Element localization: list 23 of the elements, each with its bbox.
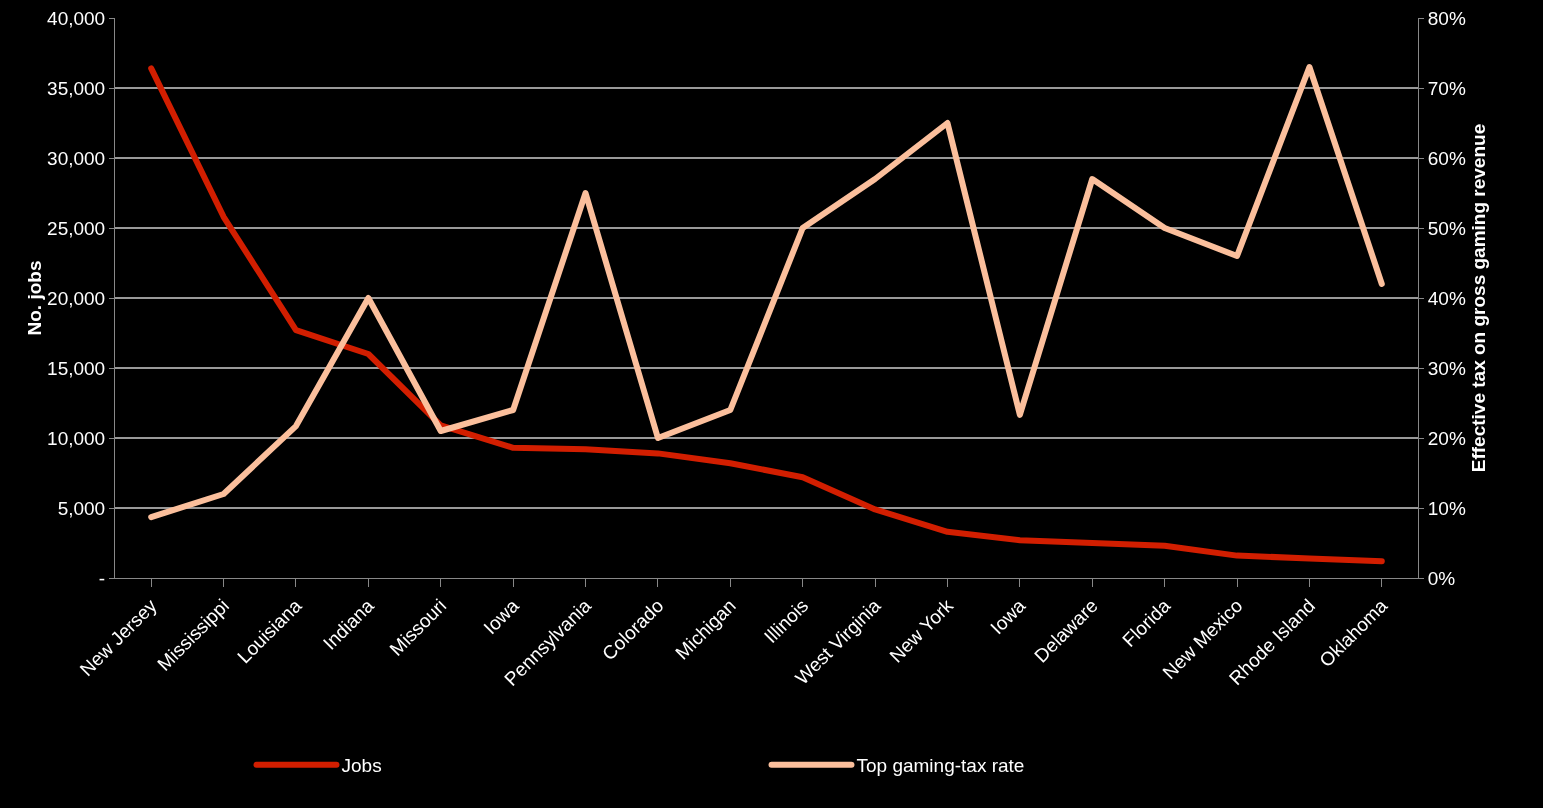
y2-tick-label: 80% [1427, 7, 1466, 29]
y2-tick-label: 20% [1427, 427, 1466, 449]
y-tick-label: 35,000 [47, 77, 106, 99]
y-tick-label: 40,000 [47, 7, 106, 29]
y2-axis-title: Effective tax on gross gaming revenue [1467, 123, 1489, 473]
y2-tick-label: 60% [1427, 147, 1466, 169]
y-tick-label: 5,000 [57, 497, 106, 519]
y-tick-label: 15,000 [47, 357, 106, 379]
x-tick-label: Iowa [986, 594, 1030, 639]
y-tick-label: 30,000 [47, 147, 106, 169]
legend-label: Jobs [341, 755, 382, 777]
y-tick-label: - [98, 567, 106, 589]
y2-tick-label: 70% [1427, 77, 1466, 99]
y-tick-label: 25,000 [47, 217, 106, 239]
y2-tick-label: 30% [1427, 357, 1466, 379]
y2-tick-label: 10% [1427, 497, 1466, 519]
y2-tick-label: 50% [1427, 217, 1466, 239]
legend-label: Top gaming-tax rate [856, 755, 1025, 777]
y2-tick-label: 0% [1427, 567, 1456, 589]
y-tick-label: 20,000 [47, 287, 106, 309]
y2-tick-label: 40% [1427, 287, 1466, 309]
y-tick-label: 10,000 [47, 427, 106, 449]
y-axis-title: No. jobs [24, 260, 46, 336]
